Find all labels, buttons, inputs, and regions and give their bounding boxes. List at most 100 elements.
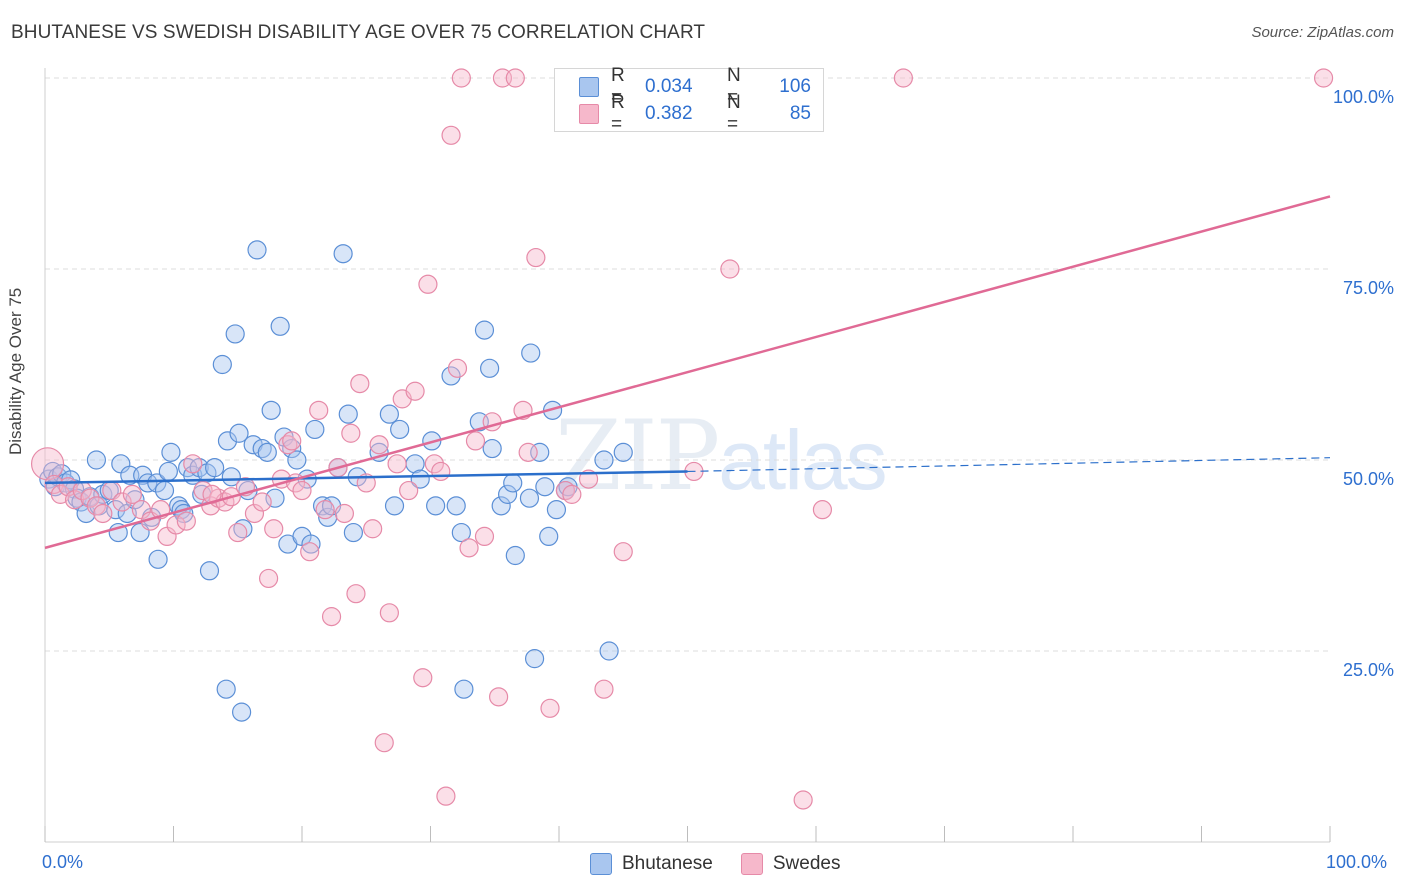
bhutanese-point [148,549,168,569]
swedes-point [292,480,312,501]
bhutanese-point [379,404,399,424]
swedes-point [346,584,366,604]
swedes-point [441,125,461,145]
bhutanese-point [287,450,307,470]
swedes-point [418,274,438,294]
r-label: R = [611,92,625,135]
bhutanese-point [205,458,225,478]
swedes-point [424,454,444,474]
swedes-point [30,447,65,481]
bhutanese-point [333,244,353,264]
swedes-point [1313,68,1334,88]
bhutanese-point [390,419,410,440]
bhutanese-point [613,442,633,462]
swedes-point [315,500,335,520]
bhutanese-trend-line [44,470,688,485]
swedes-point [578,469,599,489]
swedes-point [300,542,320,562]
swedes-point [228,522,248,543]
chart-title: BHUTANESE VS SWEDISH DISABILITY AGE OVER… [11,22,706,43]
bhutanese-point [530,442,550,462]
stats-row-bhutanese: R = 0.034 N = 106 [579,65,811,108]
bhutanese-point [232,702,252,722]
swedes-point [244,503,265,524]
bhutanese-point [161,442,181,462]
bhutanese-point [441,366,461,386]
bhutanese-point [147,473,167,493]
swedes-point [264,519,284,539]
watermark-zip: ZIP [555,400,720,512]
swedes-point [447,358,468,378]
y-axis-label: Disability Age Over 75 [6,287,25,455]
swedes-point [122,484,142,504]
bhutanese-point [505,545,525,566]
bhutanese-point [338,404,358,424]
bhutanese-point [229,423,249,443]
source-label: Source: ZipAtlas.com [1251,24,1394,41]
legend-item-swedes[interactable]: Swedes [740,853,840,875]
swedes-point [405,381,425,401]
bhutanese-point [221,467,241,487]
bhutanese-point [106,500,126,520]
y-tick-label-75: 75.0% [1342,278,1394,298]
bhutanese-point [524,649,545,669]
x-tick-label-max: 100.0% [1326,852,1388,872]
x-tick-label-min: 0.0% [42,852,84,872]
bhutanese-legend-swatch [590,853,612,875]
series-legend: Bhutanese Swedes [590,852,868,876]
bhutanese-point [503,473,523,493]
swedes-point [282,431,302,451]
swedes-point [812,500,833,520]
bhutanese-point [199,561,220,581]
swedes-point [341,423,361,443]
bhutanese-point [446,496,466,516]
swedes-point [613,542,633,562]
n-value: 85 [789,103,811,124]
swedes-trend-line [44,195,1331,550]
swedes-point [176,511,196,531]
swedes-points [30,68,1334,810]
swedes-point [562,484,582,504]
swedes-point [436,786,456,806]
bhutanese-point [305,419,325,440]
swedes-point [93,503,113,524]
bhutanese-point [474,320,495,340]
bhutanese-point [535,477,555,497]
swedes-point [252,492,272,512]
swedes-point [334,503,355,524]
bhutanese-point [454,679,474,699]
swedes-point [80,488,100,508]
bhutanese-point [217,431,238,451]
bhutanese-point [154,480,175,501]
legend-item-bhutanese[interactable]: Bhutanese [590,853,713,875]
bhutanese-point [519,488,540,508]
bhutanese-point [539,526,559,547]
bhutanese-point [451,522,471,543]
swedes-point [431,461,451,482]
bhutanese-point [212,354,232,375]
swedes-point [44,474,64,495]
bhutanese-point [265,488,285,508]
bhutanese-point [343,522,363,543]
n-value: 106 [779,76,811,97]
swedes-point [489,687,509,707]
swedes-point [465,431,486,451]
bhutanese-point [225,324,245,344]
swedes-point [793,790,813,810]
r-label: R = [611,65,625,108]
bhutanese-point [257,442,277,462]
bhutanese-point [270,316,290,336]
swedes-point [594,679,614,699]
bhutanese-point [521,343,541,363]
swedes-point [387,454,407,474]
stats-legend: R = 0.034 N = 106 R = 0.382 N = 85 [554,65,824,135]
bhutanese-point [252,438,272,459]
bhutanese-point [384,496,405,516]
swedes-point [720,259,740,279]
swedes-point [374,733,394,753]
swedes-point [278,435,298,455]
bhutanese-trend-extension [687,457,1331,473]
swedes-point [309,400,329,420]
bhutanese-point [216,679,236,699]
